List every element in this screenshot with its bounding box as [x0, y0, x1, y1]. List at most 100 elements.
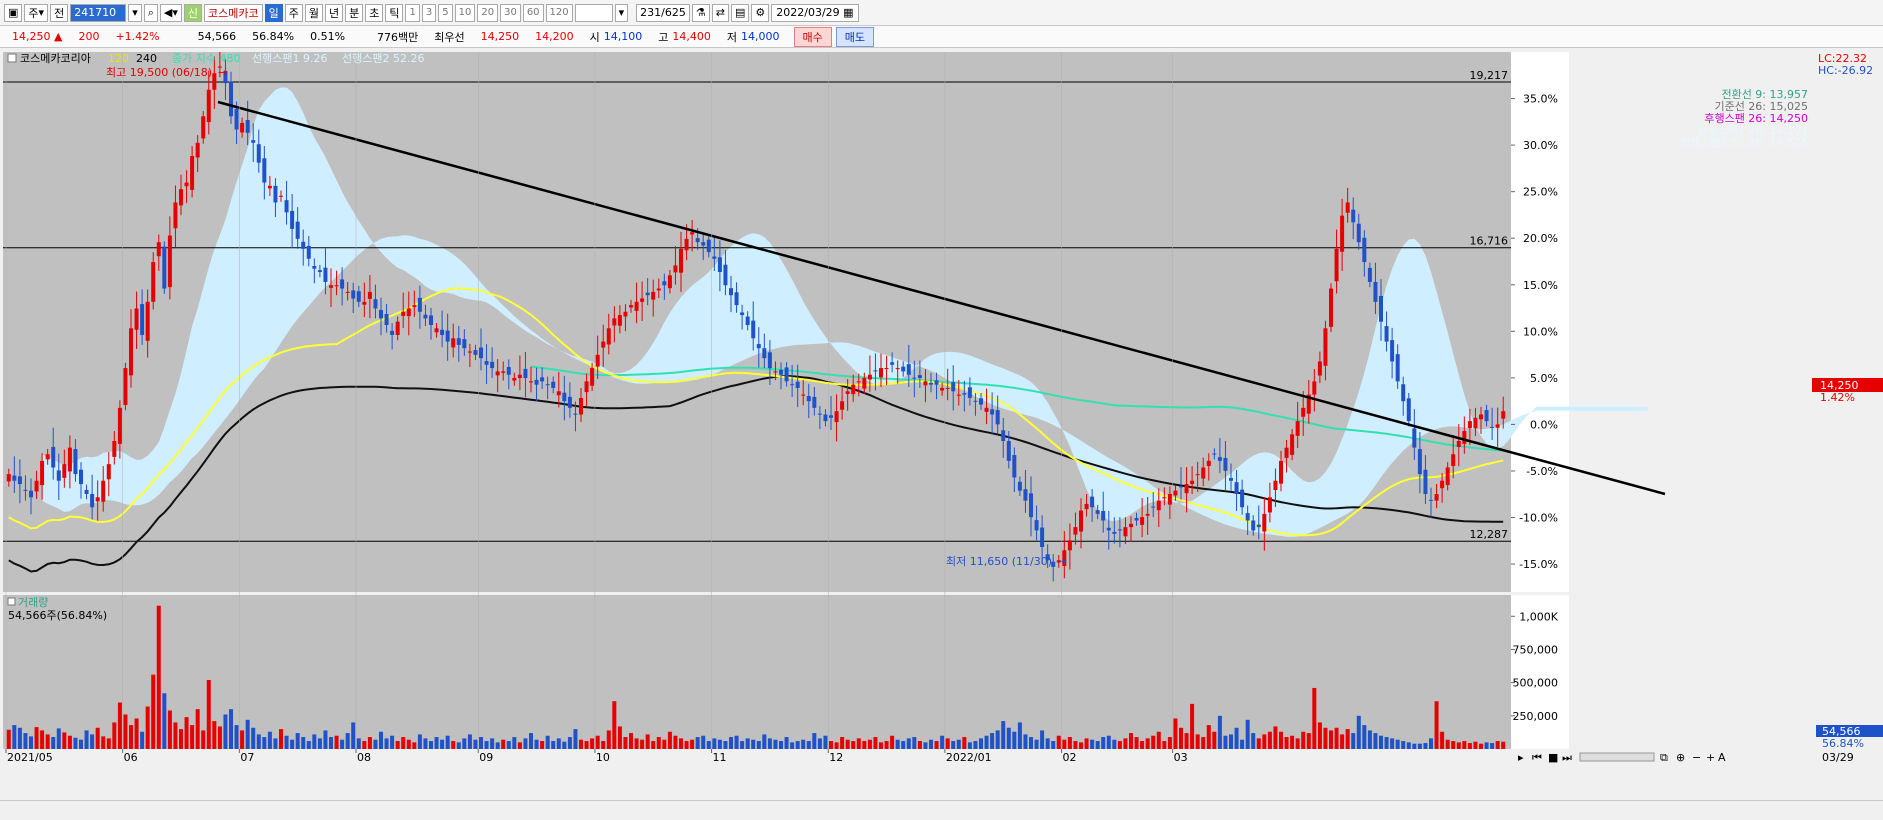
settings-icon[interactable]: ⚙	[751, 3, 770, 22]
candle-body	[129, 328, 133, 376]
candle-body	[795, 381, 800, 388]
volume-plot-area	[3, 595, 1511, 749]
period-select[interactable]: 주 ▾	[24, 3, 49, 22]
search-icon[interactable]: ⌕	[143, 3, 158, 22]
stock-chart[interactable]: 19,217 16,716 12,287 코스메카코리아 120 240 종가 지수…	[0, 48, 1883, 800]
candle-body	[495, 371, 500, 376]
interval-3[interactable]: 3	[421, 3, 437, 22]
candle-body	[73, 449, 78, 475]
volume-bar	[56, 728, 61, 749]
candle-body	[984, 407, 989, 412]
candle-body	[1390, 340, 1395, 362]
interval-5[interactable]: 5	[438, 3, 453, 22]
candle-body	[406, 308, 411, 317]
count-field[interactable]: 231/625	[636, 3, 690, 22]
candle-body	[762, 348, 767, 359]
window-icon[interactable]: ⧉	[1660, 751, 1668, 764]
interval-30[interactable]: 30	[500, 3, 521, 22]
candle-body	[367, 291, 372, 299]
scroll-left-icon[interactable]: ▸	[1518, 751, 1524, 764]
buy-button[interactable]: 매수	[793, 26, 832, 47]
custom-interval-dropdown-icon[interactable]: ▾	[614, 3, 629, 22]
volume-bar	[951, 741, 956, 749]
current-price-label: 14,250	[1820, 379, 1859, 392]
volume-bar	[134, 718, 139, 749]
volume-bar	[1123, 738, 1128, 749]
volume-bar	[462, 738, 467, 749]
volume-bar	[1129, 733, 1133, 749]
volume-bar	[301, 737, 306, 749]
volume-bar	[973, 741, 978, 749]
speaker-icon[interactable]: ◀▾	[159, 3, 182, 22]
tab-weekly[interactable]: 주	[284, 3, 303, 22]
volume-bar	[1334, 727, 1339, 749]
volume-bar	[1173, 718, 1178, 749]
candle-body	[334, 285, 339, 287]
candle-body	[995, 410, 1000, 425]
candle-body	[1117, 529, 1122, 531]
candle-body	[1001, 430, 1006, 441]
zoom-in-icon[interactable]: ⊕	[1676, 751, 1685, 764]
code-input[interactable]: 241710	[70, 3, 127, 22]
interval-120[interactable]: 120	[545, 3, 573, 22]
tab-yearly[interactable]: 년	[324, 3, 344, 22]
trend-line[interactable]	[217, 100, 1666, 496]
tab-second[interactable]: 초	[365, 3, 384, 22]
save-icon[interactable]: ▤	[730, 3, 750, 22]
tab-minute[interactable]: 분	[345, 3, 364, 22]
scroll-track[interactable]	[1579, 752, 1655, 762]
volume-bar	[434, 737, 439, 749]
y-tick-label: 10.0%	[1523, 325, 1558, 338]
candle-body	[1473, 417, 1478, 429]
candle-body	[251, 140, 256, 143]
current-volume-label: 54,566	[1822, 725, 1861, 738]
scroll-last-icon[interactable]: ⏭	[1562, 751, 1572, 764]
volume-bar	[1329, 730, 1333, 749]
candle-body	[479, 347, 483, 359]
plus-icon[interactable]: +	[1706, 751, 1715, 764]
sell-button[interactable]: 매도	[835, 26, 875, 47]
candle-body	[79, 469, 83, 485]
volume-bar	[334, 735, 339, 749]
zoom-out-icon[interactable]: −	[1692, 751, 1701, 764]
compare-icon[interactable]: ⇄	[711, 3, 729, 22]
indicator-icon[interactable]: ⚗	[691, 3, 710, 22]
legend-name: 코스메카코리아	[20, 52, 91, 65]
interval-20[interactable]: 20	[477, 3, 499, 22]
volume-bar	[273, 738, 278, 749]
tab-tick[interactable]: 틱	[385, 3, 404, 22]
interval-60[interactable]: 60	[522, 3, 544, 22]
candle-body	[429, 315, 433, 326]
panel-divider[interactable]	[0, 592, 1883, 595]
layout-icon[interactable]: ▣	[4, 3, 23, 22]
all-button[interactable]: 전	[50, 3, 69, 22]
candle-body	[329, 285, 333, 288]
candle-body	[240, 122, 245, 133]
interval-10[interactable]: 10	[454, 3, 476, 22]
tab-daily[interactable]: 일	[264, 3, 283, 22]
candle-body	[706, 239, 711, 253]
price: 14,250 ▲	[4, 30, 70, 43]
date-field[interactable]: 2022/03/29 ▦	[771, 3, 859, 22]
scroll-first-icon[interactable]: ⏮	[1532, 751, 1542, 764]
candle-body	[45, 454, 50, 460]
volume-bar	[1179, 727, 1183, 749]
candle-body	[1101, 510, 1106, 521]
volume-bar	[501, 739, 506, 749]
volume-bar	[1406, 742, 1411, 749]
custom-interval-input[interactable]	[574, 3, 613, 22]
interval-1[interactable]: 1	[405, 3, 420, 22]
candle-body	[1262, 513, 1267, 532]
candle-body	[1112, 531, 1117, 534]
volume-bar	[151, 674, 156, 749]
text-icon[interactable]: A	[1718, 751, 1726, 764]
tab-monthly[interactable]: 월	[304, 3, 323, 22]
stop-icon[interactable]: ■	[1548, 751, 1558, 764]
volume-bar	[1229, 734, 1233, 749]
candle-body	[1290, 434, 1295, 455]
candle-body	[1206, 460, 1211, 467]
code-dropdown-icon[interactable]: ▾	[128, 3, 142, 22]
candle-body	[1067, 540, 1072, 551]
lc-label: LC:22.32	[1818, 52, 1867, 65]
volume-bar	[1484, 742, 1489, 749]
